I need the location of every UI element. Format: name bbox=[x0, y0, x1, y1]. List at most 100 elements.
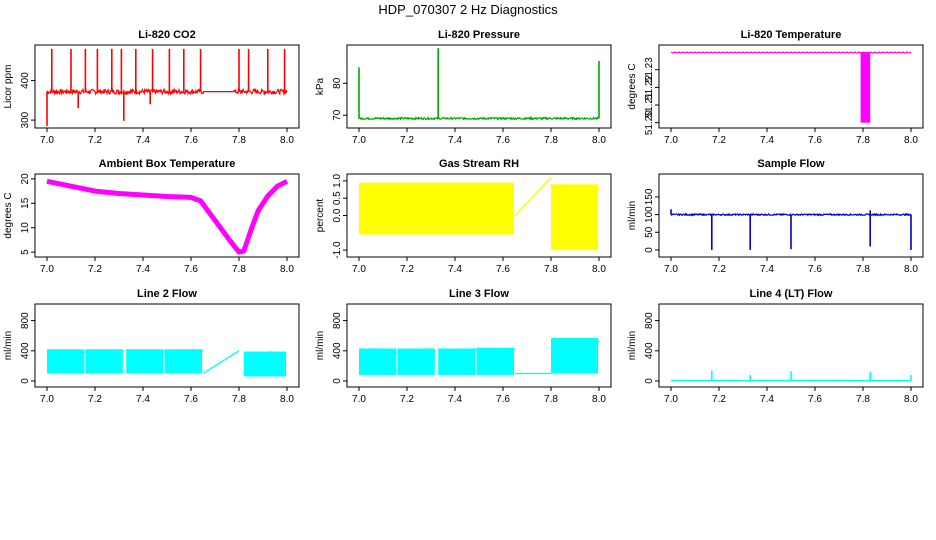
x-tick-label: 7.8 bbox=[544, 394, 558, 405]
x-tick-label: 7.4 bbox=[448, 264, 462, 275]
band-segment bbox=[164, 349, 202, 374]
y-tick-label: 0 bbox=[644, 378, 655, 384]
x-tick-label: 7.2 bbox=[400, 264, 414, 275]
band-segment bbox=[438, 348, 476, 375]
band-segment bbox=[47, 349, 85, 374]
chart-title: Li-820 CO2 bbox=[138, 29, 195, 41]
x-tick-label: 7.4 bbox=[760, 394, 774, 405]
band-edge bbox=[476, 346, 516, 353]
x-tick-label: 7.4 bbox=[760, 135, 774, 146]
y-axis-label: ml/min bbox=[627, 201, 638, 230]
data-layer bbox=[670, 209, 912, 250]
y-tick-label: 50 bbox=[644, 226, 655, 238]
y-axis-label: Licor ppm bbox=[3, 65, 14, 109]
chart-line4: Line 4 (LT) Flow 7.0 7.2 7.4 7.6 7.8 8.0 0 400 80… bbox=[627, 288, 924, 405]
x-tick-label: 7.0 bbox=[40, 135, 54, 146]
y-axis-label: ml/min bbox=[3, 331, 14, 360]
band-edge bbox=[550, 337, 600, 345]
x-tick-label: 7.2 bbox=[88, 394, 102, 405]
x-tick-label: 8.0 bbox=[592, 264, 606, 275]
y-tick-label: 400 bbox=[332, 342, 343, 359]
y-tick-label: 51.23 bbox=[644, 57, 655, 82]
x-tick-label: 7.8 bbox=[544, 135, 558, 146]
y-tick-label: 400 bbox=[20, 72, 31, 89]
chart-title: Li-820 Temperature bbox=[741, 29, 842, 41]
y-axis-label: degrees C bbox=[627, 63, 638, 109]
band-edge bbox=[550, 182, 600, 195]
x-tick-label: 8.0 bbox=[280, 264, 294, 275]
x-tick-label: 7.4 bbox=[136, 135, 150, 146]
y-tick-label: 70 bbox=[332, 109, 343, 121]
chart-title: Gas Stream RH bbox=[439, 158, 519, 170]
band-edge bbox=[125, 348, 166, 354]
chart-title: Line 3 Flow bbox=[449, 288, 509, 300]
data-layer bbox=[358, 337, 600, 375]
x-tick-label: 7.6 bbox=[184, 264, 198, 275]
band-edge bbox=[46, 349, 86, 354]
band-edge bbox=[397, 347, 436, 354]
plot-frame bbox=[34, 44, 300, 129]
x-tick-label: 8.0 bbox=[592, 135, 606, 146]
x-tick-label: 7.6 bbox=[184, 394, 198, 405]
y-tick-label: 400 bbox=[20, 342, 31, 359]
series-line bbox=[46, 178, 289, 255]
y-tick-label: 800 bbox=[644, 312, 655, 329]
y-axis-label: ml/min bbox=[315, 331, 326, 360]
data-layer bbox=[46, 178, 289, 255]
band-edge bbox=[358, 182, 516, 191]
chart-line3: Line 3 Flow 7.0 7.2 7.4 7.6 7.8 8.0 0 400 800 ml/m… bbox=[315, 288, 612, 405]
x-tick-label: 7.8 bbox=[856, 394, 870, 405]
y-tick-label: 0 bbox=[20, 378, 31, 384]
x-tick-label: 8.0 bbox=[904, 394, 918, 405]
plot-frame bbox=[658, 173, 924, 258]
y-axis-label: ml/min bbox=[627, 331, 638, 360]
data-layer bbox=[358, 176, 600, 251]
data-layer bbox=[46, 48, 288, 127]
y-tick-label: 0 bbox=[644, 247, 655, 253]
y-tick-label: 0.5 bbox=[332, 191, 343, 205]
y-tick-label: 10 bbox=[20, 222, 31, 234]
plot-frame bbox=[34, 303, 300, 388]
x-tick-label: 7.2 bbox=[88, 264, 102, 275]
band-segment bbox=[551, 337, 598, 374]
data-layer bbox=[671, 370, 912, 382]
chart-title: Li-820 Pressure bbox=[438, 29, 520, 41]
block-mark bbox=[860, 52, 871, 123]
x-tick-label: 7.4 bbox=[448, 135, 462, 146]
data-layer bbox=[670, 51, 912, 123]
x-tick-label: 7.6 bbox=[496, 394, 510, 405]
series-line bbox=[670, 51, 912, 54]
band-segment bbox=[476, 347, 514, 375]
x-tick-label: 8.0 bbox=[280, 394, 294, 405]
x-tick-label: 7.4 bbox=[448, 394, 462, 405]
band-segment bbox=[551, 184, 598, 251]
band-segment bbox=[85, 349, 123, 374]
plot-frame bbox=[346, 303, 612, 388]
y-tick-label: 15 bbox=[20, 197, 31, 209]
chart-licor_temp: Li-820 Temperature 7.0 7.2 7.4 7.6 7.8 8.0 51.2… bbox=[627, 29, 924, 146]
y-tick-label: 80 bbox=[332, 77, 343, 89]
plot-frame bbox=[34, 173, 300, 258]
chart-title: Sample Flow bbox=[757, 158, 825, 170]
x-tick-label: 7.6 bbox=[808, 135, 822, 146]
x-tick-label: 7.8 bbox=[856, 135, 870, 146]
x-tick-label: 8.0 bbox=[904, 264, 918, 275]
data-layer bbox=[46, 348, 288, 377]
x-tick-label: 7.0 bbox=[40, 264, 54, 275]
chart-title: Line 4 (LT) Flow bbox=[750, 288, 833, 300]
y-tick-label: -1.0 bbox=[332, 241, 343, 259]
x-tick-label: 7.6 bbox=[496, 264, 510, 275]
band-segment bbox=[243, 351, 286, 377]
x-tick-label: 8.0 bbox=[592, 394, 606, 405]
band-edge bbox=[438, 347, 478, 354]
y-tick-label: 400 bbox=[644, 342, 655, 359]
x-tick-label: 7.6 bbox=[808, 394, 822, 405]
x-tick-label: 7.4 bbox=[136, 264, 150, 275]
x-tick-label: 7.8 bbox=[232, 394, 246, 405]
plot-frame bbox=[346, 44, 612, 129]
x-tick-label: 7.0 bbox=[664, 264, 678, 275]
y-tick-label: 800 bbox=[20, 312, 31, 329]
x-tick-label: 7.6 bbox=[496, 135, 510, 146]
band-edge bbox=[358, 347, 398, 354]
